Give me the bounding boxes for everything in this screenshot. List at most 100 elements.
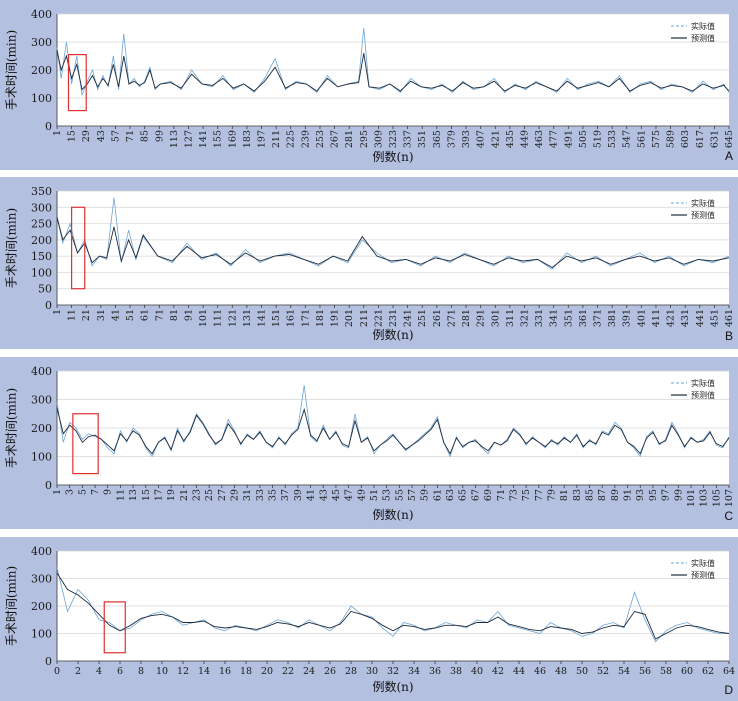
x-tick-label-d-27: 54 [618,666,630,677]
chart-a-svg: 0 100 200 300 400 1 15 29 43 57 71 85 99 113 127 141 155… [5,8,736,164]
x-tick-label-a-23: 323 [388,130,399,148]
series-predicted-line-b [56,216,730,269]
x-tick-label-b-10: 101 [198,309,209,327]
x-tick-label-c-44: 89 [610,489,621,501]
series-actual-line-b [56,197,730,270]
panel-letter-b: B [725,329,733,343]
x-tick-label-d-29: 58 [660,666,672,677]
x-tick-label-c-26: 53 [382,489,393,501]
x-tick-label-b-31: 311 [505,309,516,327]
x-axis-title-a: 例数(n) [372,149,413,164]
x-tick-label-a-9: 127 [183,130,194,148]
x-tick-label-c-19: 39 [293,489,304,501]
y-tick-label-b-1: 50 [38,283,52,296]
x-tick-label-b-43: 431 [680,309,691,327]
x-tick-label-b-19: 191 [330,309,341,327]
y-tick-label-c-1: 100 [31,451,52,464]
x-tick-label-c-17: 35 [268,489,279,501]
x-tick-label-c-21: 43 [318,489,329,501]
x-tick-label-c-27: 55 [394,489,405,501]
x-tick-label-a-37: 519 [593,130,604,148]
x-tick-label-d-10: 20 [261,666,273,677]
x-tick-label-b-24: 241 [403,309,414,327]
x-tick-label-b-29: 291 [476,309,487,327]
x-tick-label-d-7: 14 [198,666,210,677]
plot-area-b [57,191,729,305]
chart-panel-b: 0 50 100 150 200 250 300 350 1 11 21 31 41 51 61 71 81 91… [0,177,738,349]
x-tick-label-a-31: 435 [505,130,516,148]
x-tick-label-c-40: 81 [559,489,570,501]
x-tick-label-a-1: 15 [67,130,78,142]
x-tick-label-a-45: 631 [709,130,720,148]
y-tick-label-d-3: 300 [31,573,52,586]
x-tick-label-b-45: 451 [709,309,720,327]
x-axis-title-c: 例数(n) [372,507,413,522]
x-tick-label-a-14: 197 [257,130,268,148]
x-tick-label-c-52: 105 [711,489,722,507]
y-axis-title-c: 手术时间(min) [5,388,19,468]
x-tick-label-c-8: 17 [153,489,164,501]
x-tick-label-a-29: 407 [476,130,487,148]
x-tick-label-a-16: 225 [286,130,297,148]
x-tick-label-a-39: 547 [622,130,633,148]
highlight-box-c [72,413,99,475]
x-tick-label-b-27: 271 [446,309,457,327]
x-tick-label-c-16: 33 [255,489,266,501]
x-tick-label-c-35: 71 [496,489,507,501]
x-tick-label-a-3: 43 [96,130,107,142]
x-tick-label-d-18: 36 [429,666,441,677]
x-tick-label-c-50: 101 [686,489,697,507]
x-tick-label-d-26: 52 [597,666,609,677]
x-tick-label-c-51: 103 [699,489,710,507]
x-axis-title-d: 例数(n) [372,679,413,694]
panel-letter-c: C [724,509,733,523]
x-tick-label-b-25: 251 [417,309,428,327]
highlight-box-a [67,53,87,112]
x-tick-label-c-48: 97 [661,489,672,501]
y-tick-label-b-2: 100 [31,266,52,279]
x-tick-label-b-28: 281 [461,309,472,327]
x-axis-title-b: 例数(n) [372,327,413,342]
x-tick-label-c-18: 37 [280,489,291,501]
legend-label-actual-b: 实际值 [691,198,715,208]
x-tick-label-a-8: 113 [169,130,180,148]
x-tick-label-b-14: 141 [257,309,268,327]
y-tick-label-b-0: 0 [45,299,52,312]
x-tick-label-a-33: 463 [534,130,545,148]
y-tick-label-b-4: 200 [31,234,52,247]
x-tick-label-b-34: 341 [549,309,560,327]
x-tick-label-d-31: 62 [702,666,714,677]
x-tick-label-b-21: 211 [359,309,370,327]
y-tick-label-a-0: 0 [45,120,52,133]
x-tick-label-a-6: 85 [140,130,151,142]
x-tick-label-b-37: 371 [593,309,604,327]
x-tick-label-b-41: 411 [651,309,662,327]
x-tick-label-a-4: 57 [110,130,121,142]
x-tick-label-c-5: 11 [115,489,126,501]
legend-label-actual-c: 实际值 [691,378,715,388]
y-axis-title-b: 手术时间(min) [5,208,19,288]
x-tick-label-b-13: 131 [242,309,253,327]
x-tick-label-a-43: 603 [680,130,691,148]
x-tick-label-a-38: 533 [607,130,618,148]
legend-label-predicted-d: 预测值 [691,570,715,580]
x-tick-label-a-24: 337 [403,130,414,148]
x-tick-label-c-23: 47 [344,489,355,501]
highlight-box-b [71,206,86,290]
y-tick-label-c-3: 300 [31,394,52,407]
x-tick-label-a-30: 421 [490,130,501,148]
x-tick-label-b-46: 461 [724,309,735,327]
x-tick-label-b-5: 51 [125,309,136,321]
x-tick-label-a-26: 365 [432,130,443,148]
x-tick-label-a-25: 351 [417,130,428,148]
y-tick-label-a-3: 300 [31,36,52,49]
x-tick-label-c-9: 19 [166,489,177,501]
x-tick-label-b-12: 121 [227,309,238,327]
x-tick-label-c-12: 25 [204,489,215,501]
x-tick-label-c-15: 31 [242,489,253,501]
x-tick-label-d-1: 2 [75,666,81,677]
x-tick-label-b-1: 11 [67,309,78,321]
x-tick-label-a-19: 267 [330,130,341,148]
